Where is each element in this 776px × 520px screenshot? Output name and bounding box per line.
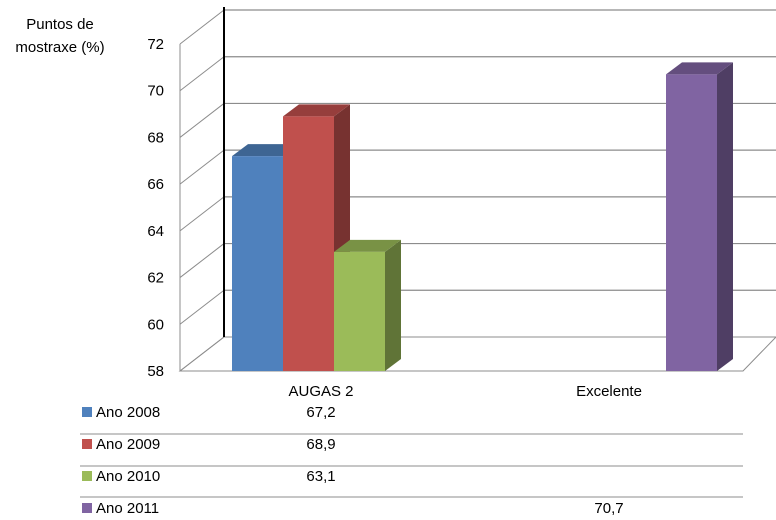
y-tick-label: 72: [147, 36, 164, 53]
legend-swatch: [82, 471, 92, 481]
bar-front: [283, 116, 334, 372]
side-wall-gridline: [179, 289, 225, 325]
data-label: 67,2: [306, 404, 335, 421]
bar-side: [717, 62, 733, 371]
data-label: 68,9: [306, 436, 335, 453]
side-wall-gridline: [179, 56, 225, 92]
y-tick-label: 58: [147, 363, 164, 380]
bar-top: [666, 62, 733, 75]
table-row: Ano 2011 70,7: [82, 500, 624, 517]
bar-ano-2010-augas-2: [334, 239, 401, 371]
floor: [178, 336, 776, 372]
legend-entry: Ano 2009: [96, 436, 160, 453]
side-wall-gridline: [179, 196, 225, 232]
bar-top: [334, 239, 401, 252]
legend-entry: Ano 2011: [96, 500, 159, 517]
y-tick-label: 66: [147, 176, 164, 193]
y-axis-label-line-1: Puntos de: [26, 16, 94, 33]
x-tick-label: AUGAS 2: [288, 383, 353, 400]
bar-front: [334, 251, 385, 371]
bar-top: [283, 104, 350, 117]
bar-ano-2011-excelente: [666, 62, 733, 371]
side-wall-gridline: [179, 103, 225, 138]
legend-entry: Ano 2008: [96, 404, 160, 421]
y-tick-label: 64: [147, 223, 164, 240]
side-wall-gridline: [179, 9, 225, 45]
bar-top: [232, 144, 299, 157]
y-tick-label: 60: [147, 316, 164, 333]
bar-front: [666, 74, 717, 371]
x-tick-label: Excelente: [576, 383, 642, 400]
axes: 58 60 62 64 66 68 70 72 AUGAS 2 Excelente: [147, 7, 642, 400]
table-row: Ano 2008 67,2: [82, 404, 336, 421]
y-tick-label: 70: [147, 83, 164, 100]
legend-swatch: [82, 407, 92, 417]
y-axis-label-line-2: mostraxe (%): [15, 39, 104, 56]
data-label: 63,1: [306, 468, 335, 485]
side-wall-gridline: [179, 149, 225, 185]
legend-entry: Ano 2010: [96, 468, 160, 485]
bar-side: [385, 239, 401, 371]
table-row: Ano 2010 63,1: [82, 468, 336, 485]
data-label: 70,7: [594, 500, 623, 517]
legend-swatch: [82, 503, 92, 513]
legend-swatch: [82, 439, 92, 449]
bar-front: [232, 156, 283, 371]
bars: [232, 62, 733, 372]
y-tick-label: 62: [147, 270, 164, 287]
side-wall-gridline: [179, 243, 225, 278]
y-tick-label: 68: [147, 129, 164, 146]
table-row: Ano 2009 68,9: [82, 436, 336, 453]
